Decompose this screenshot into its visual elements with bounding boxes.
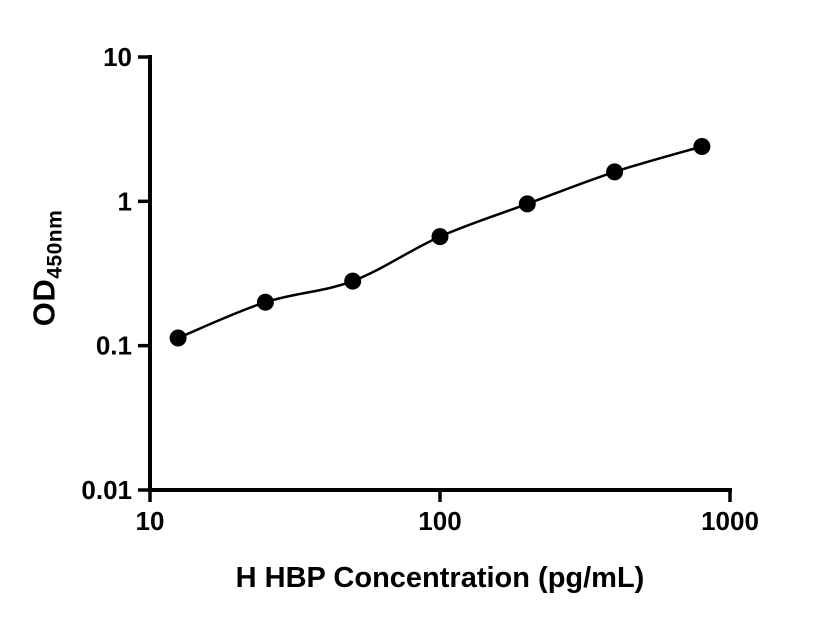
- x-tick-label: 10: [136, 506, 165, 536]
- y-axis-title: OD450nm: [27, 210, 68, 327]
- data-point: [431, 228, 449, 246]
- data-point: [518, 195, 536, 213]
- data-point: [256, 293, 274, 311]
- data-point: [606, 163, 624, 181]
- data-point: [169, 329, 187, 347]
- x-axis-title: H HBP Concentration (pg/mL): [235, 562, 645, 594]
- y-tick-label: 0.01: [81, 475, 132, 505]
- y-tick-label: 1: [118, 186, 132, 216]
- data-point: [344, 272, 362, 290]
- x-tick-label: 1000: [701, 506, 759, 536]
- y-axis-title-main: OD: [26, 278, 62, 327]
- y-tick-label: 10: [103, 42, 132, 72]
- y-tick-label: 0.1: [96, 331, 132, 361]
- data-point: [693, 138, 711, 155]
- x-tick-label: 100: [418, 506, 461, 536]
- y-axis-title-subscript: 450nm: [43, 209, 67, 279]
